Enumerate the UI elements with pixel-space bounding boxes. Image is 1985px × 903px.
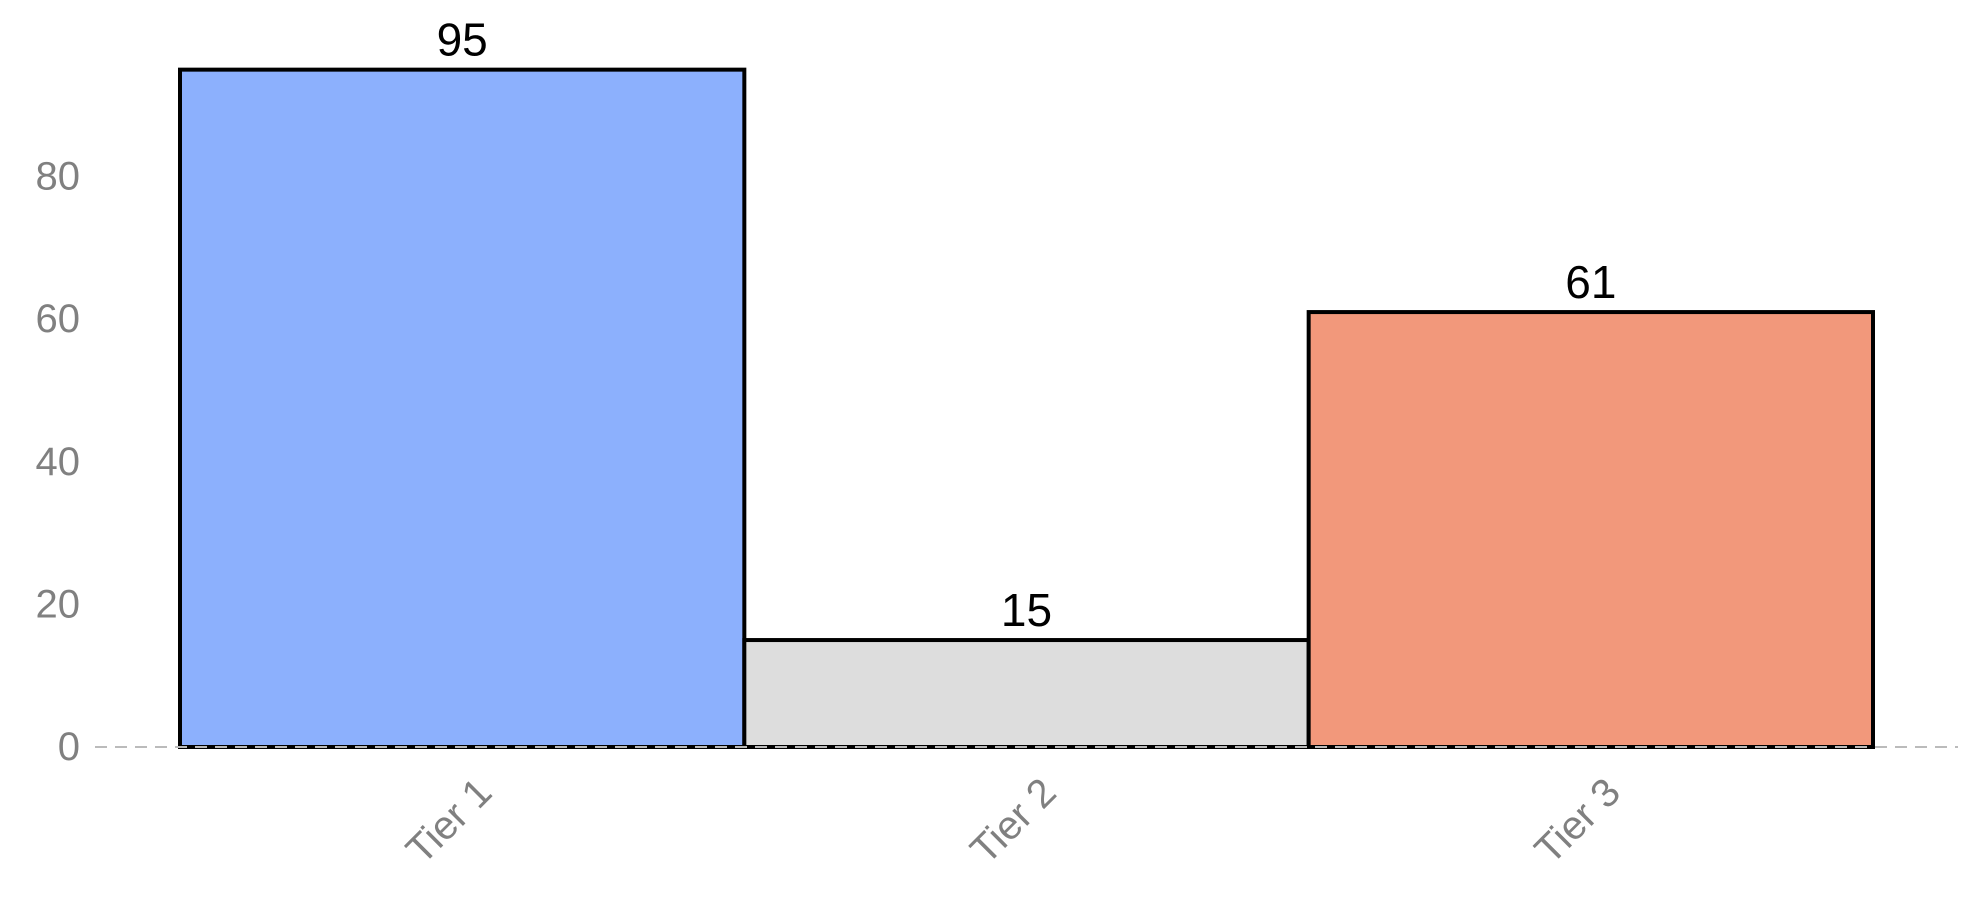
- x-tick-label: Tier 1: [398, 770, 500, 872]
- y-axis-ticks: 0 20 40 60 80: [36, 155, 81, 769]
- y-tick-label: 20: [36, 582, 81, 626]
- data-label: 95: [437, 14, 488, 66]
- x-axis-ticks: Tier 1 Tier 2 Tier 3: [398, 770, 1629, 872]
- data-labels: 95 15 61: [437, 14, 1617, 636]
- y-tick-label: 40: [36, 440, 81, 484]
- y-tick-label: 80: [36, 155, 81, 199]
- data-label: 61: [1565, 256, 1616, 308]
- bar-tier-2: [742, 638, 1311, 749]
- x-tick-label: Tier 3: [1527, 770, 1629, 872]
- y-tick-label: 60: [36, 297, 81, 341]
- bar-tier-1: [178, 67, 747, 749]
- x-tick-label: Tier 2: [962, 770, 1064, 872]
- bars: [178, 67, 1875, 749]
- bar-tier-3: [1306, 310, 1875, 749]
- data-label: 15: [1001, 584, 1052, 636]
- y-tick-label: 0: [58, 725, 80, 769]
